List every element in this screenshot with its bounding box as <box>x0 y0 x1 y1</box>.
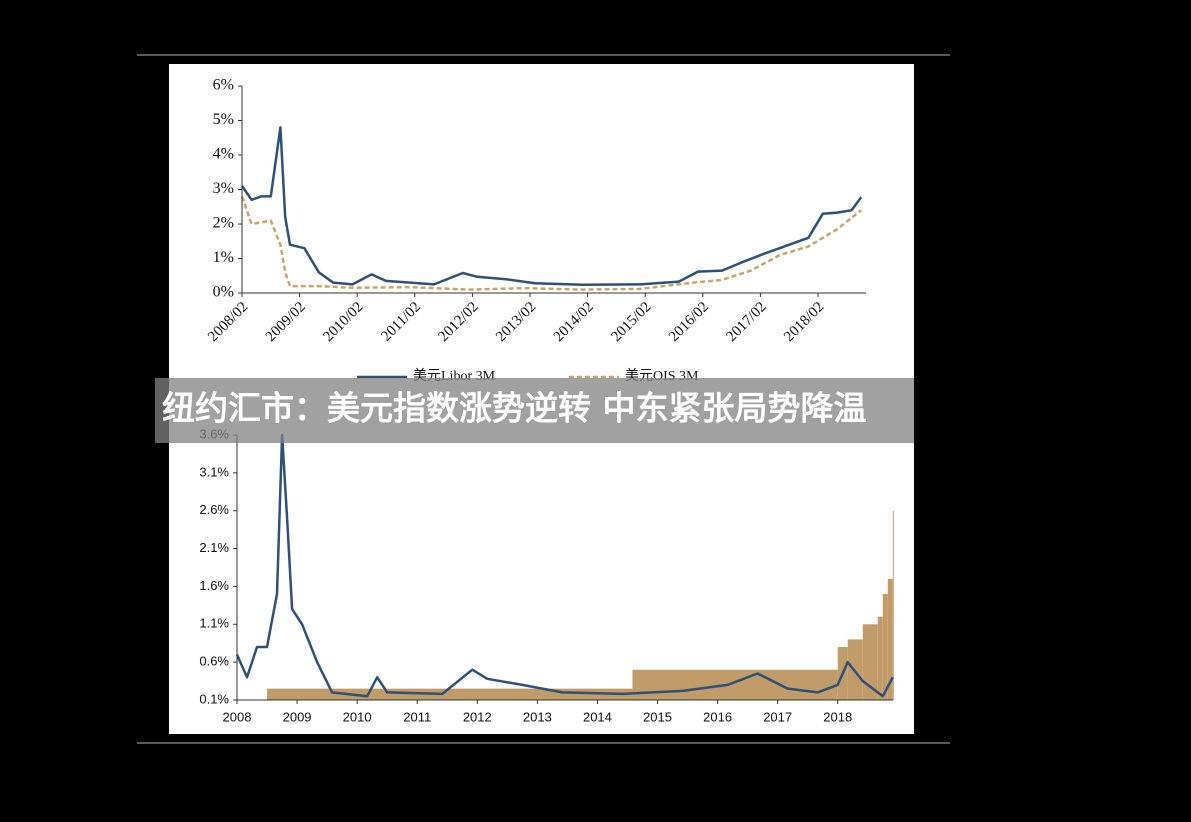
step-area <box>862 624 878 700</box>
step-area <box>877 616 883 700</box>
step-area <box>632 669 838 700</box>
x-tick-label: 2008 <box>223 709 252 724</box>
x-tick-label: 2018 <box>823 709 852 724</box>
line <box>235 433 894 698</box>
line <box>240 126 863 286</box>
x-tick-label: 2010 <box>343 709 372 724</box>
line <box>240 195 862 291</box>
y-tick-label: 0.6% <box>199 654 229 669</box>
y-tick-label: 0.1% <box>199 691 229 706</box>
step-area <box>887 578 893 700</box>
y-tick-label: 4% <box>213 146 234 163</box>
x-tick-label: 2011 <box>403 709 431 724</box>
x-tick-label: 2009 <box>283 709 312 724</box>
x-tick-label: 2016 <box>703 709 732 724</box>
x-tick-label: 2017 <box>763 709 792 724</box>
y-tick-label: 1.6% <box>199 578 229 593</box>
y-tick-label: 3% <box>213 180 234 197</box>
caption-band <box>155 378 914 443</box>
y-tick-label: 0% <box>213 284 234 301</box>
y-tick-label: 1% <box>213 249 234 266</box>
y-tick-label: 1.1% <box>199 616 229 631</box>
y-tick-label: 2.1% <box>199 540 229 555</box>
x-tick-label: 2012 <box>463 709 492 724</box>
x-tick-label: 2013 <box>523 709 552 724</box>
x-tick-label: 2015 <box>643 709 672 724</box>
step-area <box>892 510 894 700</box>
caption: 纽约汇市：美元指数涨势逆转 中东紧张局势降温 <box>162 389 867 428</box>
y-tick-label: 5% <box>213 111 234 128</box>
y-tick-label: 3.1% <box>199 464 229 479</box>
y-tick-label: 6% <box>213 77 234 94</box>
step-area <box>882 594 888 700</box>
step-area <box>267 688 633 700</box>
y-tick-label: 2.6% <box>199 502 229 517</box>
x-tick-label: 2014 <box>583 709 612 724</box>
y-tick-label: 2% <box>213 215 234 232</box>
